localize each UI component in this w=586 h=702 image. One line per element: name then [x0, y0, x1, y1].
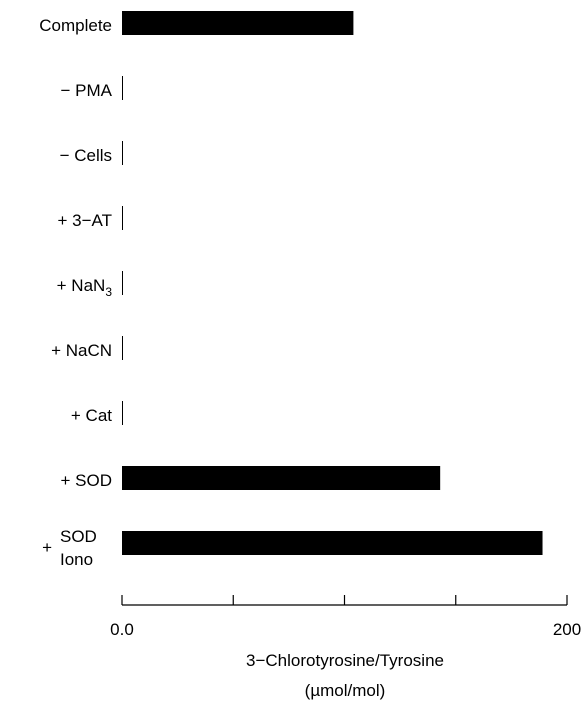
x-axis-title: 3−Chlorotyrosine/Tyrosine — [246, 651, 444, 670]
bar-3 — [122, 206, 123, 230]
bar-1 — [122, 76, 123, 100]
category-label-minus-cells: − Cells — [60, 146, 112, 165]
bars — [122, 11, 543, 555]
x-axis: 0.0 200 3−Chlorotyrosine/Tyrosine (µmol/… — [110, 595, 581, 700]
bar-5 — [122, 336, 123, 360]
bar-2 — [122, 141, 123, 165]
category-label-complete: Complete — [39, 16, 112, 35]
bar-4 — [122, 271, 123, 295]
x-axis-ticks — [121, 595, 568, 605]
bar-6 — [122, 401, 123, 425]
x-tick-label-max: 200 — [553, 620, 581, 639]
category-label-sod: + SOD — [61, 471, 113, 490]
category-label-cat: + Cat — [71, 406, 112, 425]
category-label-3at: + 3−AT — [58, 211, 113, 230]
bar-7 — [122, 466, 441, 490]
x-tick-label-min: 0.0 — [110, 620, 134, 639]
category-label-nacn: + NaCN — [51, 341, 112, 360]
category-label-nan3: + NaN3 — [57, 276, 113, 299]
category-label-minus-pma: − PMA — [61, 81, 113, 100]
bar-8 — [122, 531, 543, 555]
category-labels: Complete − PMA − Cells + 3−AT + NaN3 + N… — [39, 16, 112, 569]
category-label-sod-iono: +SOD Iono — [42, 527, 97, 569]
bar-0 — [122, 11, 354, 35]
x-axis-unit: (µmol/mol) — [305, 681, 386, 700]
